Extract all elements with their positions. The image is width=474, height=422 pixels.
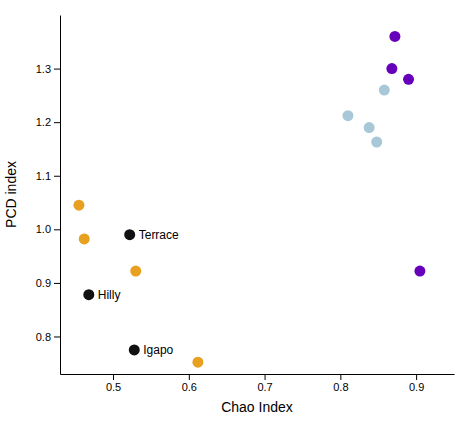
x-tick: 0.5 <box>106 374 121 393</box>
x-tick: 0.6 <box>182 374 197 393</box>
y-tick-label: 1.0 <box>36 223 51 235</box>
x-axis: 0.5 0.6 0.7 0.8 0.9 <box>61 374 455 393</box>
y-tick-mark <box>54 229 60 230</box>
x-tick-mark <box>189 374 190 380</box>
point <box>79 233 90 244</box>
y-tick: 1.0 <box>36 223 60 235</box>
chart: 0.5 0.6 0.7 0.8 0.9 0.8 0.9 1.0 1.1 1.2 1.3 Hilly Te… <box>0 0 474 422</box>
y-tick: 0.9 <box>36 277 60 289</box>
point <box>414 266 425 277</box>
y-tick-mark <box>54 336 60 337</box>
points <box>73 31 425 368</box>
point <box>83 289 94 300</box>
point <box>192 357 203 368</box>
y-axis-line <box>60 16 61 375</box>
y-axis-title: PCD index <box>3 161 19 228</box>
x-tick-label: 0.8 <box>333 381 348 393</box>
x-tick: 0.7 <box>257 374 272 393</box>
y-tick: 1.1 <box>36 170 60 182</box>
y-tick-label: 1.2 <box>36 116 51 128</box>
x-axis-line <box>61 374 455 375</box>
point-label: Hilly <box>98 288 121 302</box>
y-tick: 0.8 <box>36 331 60 343</box>
y-tick-label: 1.1 <box>36 170 51 182</box>
x-axis-title: Chao Index <box>221 399 293 415</box>
point-labels: Hilly Terrace Igapo <box>98 228 179 357</box>
x-tick-mark <box>113 374 114 380</box>
y-tick-mark <box>54 283 60 284</box>
x-tick-mark <box>265 374 266 380</box>
point <box>73 200 84 211</box>
point <box>124 229 135 240</box>
point-label: Igapo <box>143 343 173 357</box>
x-tick: 0.9 <box>409 374 424 393</box>
y-tick: 1.3 <box>36 63 60 75</box>
point <box>389 31 400 42</box>
point <box>342 110 353 121</box>
point-label: Terrace <box>139 228 179 242</box>
y-tick-mark <box>54 69 60 70</box>
y-tick-label: 0.8 <box>36 331 51 343</box>
x-tick-label: 0.9 <box>409 381 424 393</box>
x-tick-label: 0.6 <box>182 381 197 393</box>
y-tick-label: 0.9 <box>36 277 51 289</box>
point <box>129 344 140 355</box>
point <box>371 136 382 147</box>
point <box>130 266 141 277</box>
y-tick: 1.2 <box>36 116 60 128</box>
y-tick-mark <box>54 176 60 177</box>
x-tick-label: 0.7 <box>257 381 272 393</box>
y-tick-mark <box>54 122 60 123</box>
point <box>403 74 414 85</box>
x-tick-mark <box>416 374 417 380</box>
y-axis: 0.8 0.9 1.0 1.1 1.2 1.3 <box>36 16 61 375</box>
point <box>386 63 397 74</box>
y-tick-label: 1.3 <box>36 63 51 75</box>
point <box>364 122 375 133</box>
x-tick: 0.8 <box>333 374 348 393</box>
plot: 0.5 0.6 0.7 0.8 0.9 0.8 0.9 1.0 1.1 1.2 1.3 Hilly Te… <box>36 16 455 393</box>
point <box>379 85 390 96</box>
x-tick-mark <box>340 374 341 380</box>
x-tick-label: 0.5 <box>106 381 121 393</box>
